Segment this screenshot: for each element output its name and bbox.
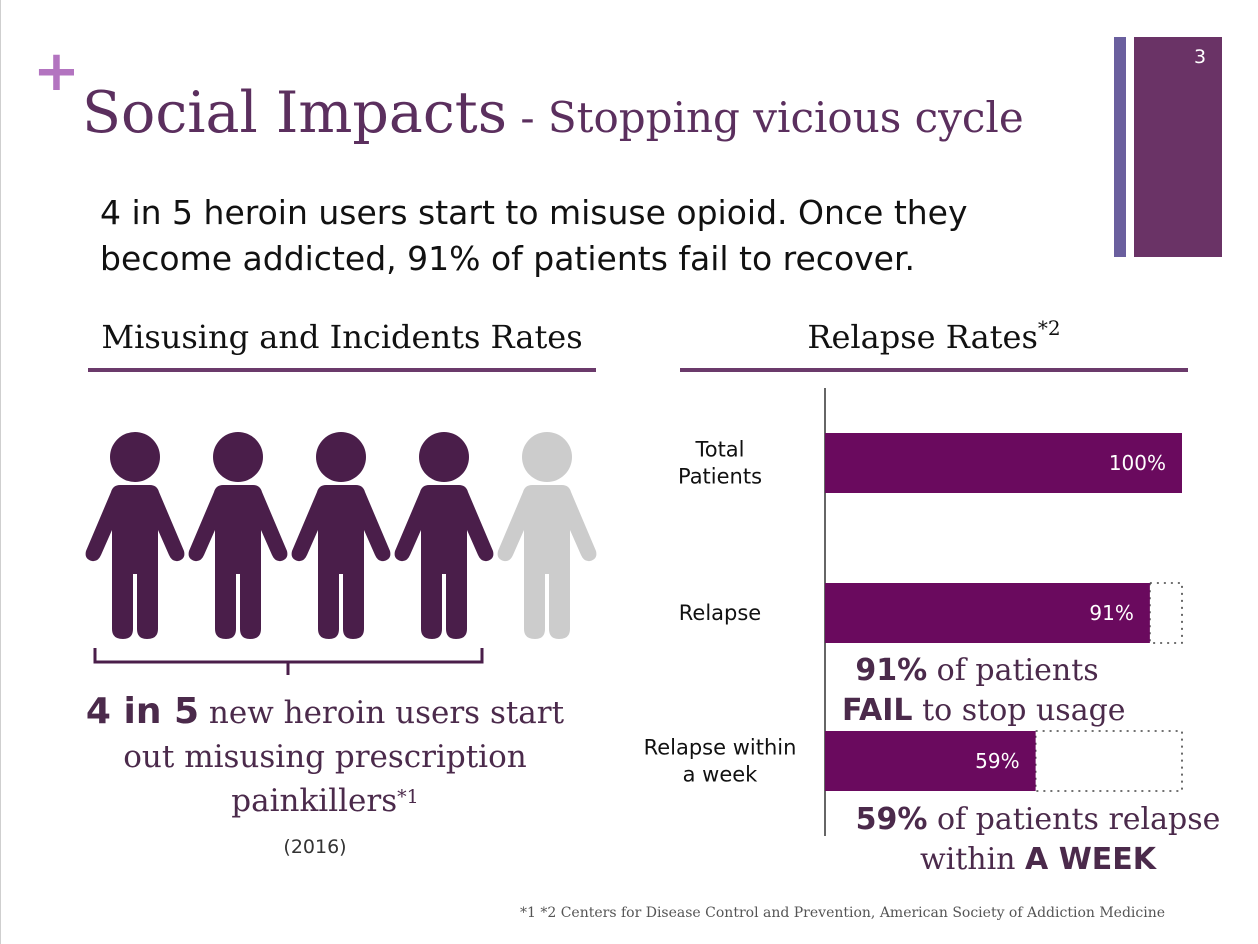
plus-mark: + — [33, 39, 80, 104]
people-icons — [85, 432, 597, 675]
bar-value-label: 91% — [1089, 601, 1133, 625]
title-sub: - Stopping vicious cycle — [506, 93, 1024, 142]
caption-footnote-mark: *1 — [397, 786, 419, 808]
caption-highlight: 4 in 5 — [85, 691, 200, 732]
bar — [825, 583, 1150, 643]
category-label: Relapse within a week — [644, 736, 797, 787]
week-note-bold: A WEEK — [1025, 842, 1157, 877]
person-icon-highlighted — [291, 432, 391, 639]
slide-edge — [0, 0, 1, 944]
person-icon-highlighted — [85, 432, 185, 639]
slide-title: Social Impacts - Stopping vicious cycle — [82, 80, 1024, 146]
week-note-rest: of patients relapse — [927, 802, 1221, 837]
relapse-note-line1: 91% of patients — [842, 651, 1112, 691]
accent-bar-thin — [1114, 37, 1126, 257]
person-icon-highlighted — [394, 432, 494, 639]
left-section-rule — [88, 368, 596, 372]
caption-text: new heroin users start out misusing pres… — [123, 695, 565, 819]
week-note-pre: within — [919, 842, 1026, 877]
bar-value-label: 100% — [1109, 451, 1166, 475]
people-caption: 4 in 5 new heroin users start out misusi… — [60, 690, 590, 823]
relapse-note-big: 91% — [855, 653, 928, 688]
title-main: Social Impacts — [82, 80, 507, 146]
right-section-title-text: Relapse Rates — [807, 318, 1038, 356]
relapse-bar-chart: 100% Total Patients 91% Relapse 59% Relapse wi… — [644, 388, 1183, 836]
week-note: 59% of patients relapse within A WEEK — [838, 800, 1238, 880]
relapse-note: 91% of patients FAIL to stop usage — [842, 651, 1126, 731]
relapse-note-line2: FAIL to stop usage — [842, 691, 1126, 731]
people-bracket — [93, 648, 484, 675]
person-icon-highlighted — [188, 432, 288, 639]
week-note-big: 59% — [855, 802, 928, 837]
slide-number: 3 — [1194, 46, 1207, 68]
category-label: Relapse — [679, 601, 761, 625]
category-label: Total Patients — [678, 438, 762, 489]
bar-value-label: 59% — [975, 749, 1019, 773]
bar-remainder — [1034, 730, 1183, 792]
relapse-note-bold: FAIL — [842, 693, 913, 728]
headline: 4 in 5 heroin users start to misuse opio… — [100, 193, 968, 278]
source-footnote: *1 *2 Centers for Disease Control and Pr… — [520, 905, 1166, 921]
right-section-title-sup: *2 — [1037, 316, 1061, 340]
accent-bar-thick — [1134, 37, 1222, 257]
right-section-title: Relapse Rates*2 — [680, 316, 1188, 356]
bar-remainder — [1149, 582, 1183, 644]
bar — [825, 433, 1182, 493]
left-section-title: Misusing and Incidents Rates — [101, 318, 583, 356]
person-icon-muted — [497, 432, 597, 639]
right-section-rule — [680, 368, 1188, 372]
week-note-line2: within A WEEK — [838, 840, 1238, 880]
relapse-note-end: to stop usage — [912, 693, 1126, 728]
week-note-line1: 59% of patients relapse — [838, 800, 1238, 840]
caption-year: (2016) — [283, 836, 347, 858]
relapse-note-rest: of patients — [927, 653, 1099, 688]
bar — [825, 731, 1036, 791]
